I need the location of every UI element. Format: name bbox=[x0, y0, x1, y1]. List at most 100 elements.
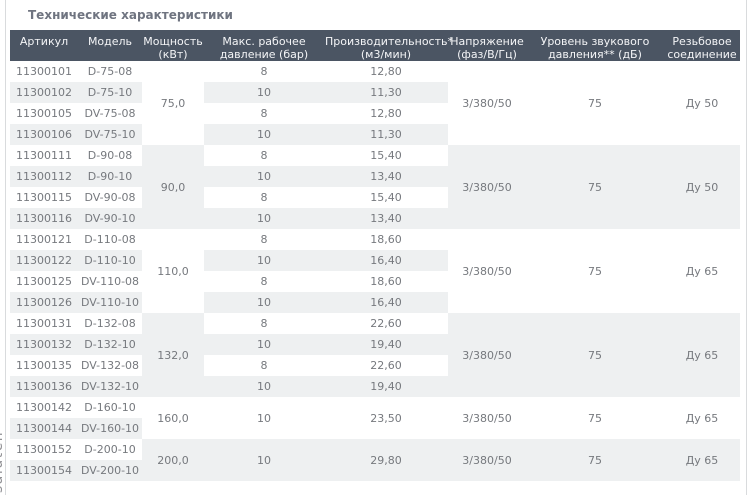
cell-capacity: 15,40 bbox=[324, 145, 448, 166]
cell-model: D-90-08 bbox=[78, 145, 142, 166]
cell-article: 11300112 bbox=[10, 166, 78, 187]
cell-article: 11300102 bbox=[10, 82, 78, 103]
cell-article: 11300125 bbox=[10, 271, 78, 292]
cell-article: 11300111 bbox=[10, 145, 78, 166]
cell-model: D-132-08 bbox=[78, 313, 142, 334]
cell-capacity: 13,40 bbox=[324, 166, 448, 187]
header-row: Артикул Модель Мощность (кВт) Макс. рабо… bbox=[10, 30, 740, 61]
cell-model: D-110-08 bbox=[78, 229, 142, 250]
cell-article: 11300106 bbox=[10, 124, 78, 145]
cell-pressure: 10 bbox=[204, 250, 324, 271]
cell-capacity: 29,80 bbox=[324, 439, 448, 481]
table-row: 11300101 D-75-08 75,0 8 12,80 3/380/50 75 Ду 50 bbox=[10, 61, 740, 145]
cell-voltage: 3/380/50 bbox=[448, 439, 526, 481]
col-header-connection: Резьбовое соединение bbox=[664, 30, 740, 61]
cell-capacity: 18,60 bbox=[324, 271, 448, 292]
cell-model: DV-75-10 bbox=[78, 124, 142, 145]
cell-model: D-75-10 bbox=[78, 82, 142, 103]
cell-capacity: 23,50 bbox=[324, 397, 448, 439]
cell-capacity: 19,40 bbox=[324, 334, 448, 355]
cell-model: D-160-10 bbox=[78, 397, 142, 418]
table-row: 11300135 DV-132-08 8 22,60 bbox=[10, 355, 740, 376]
cell-power: 200,0 bbox=[142, 439, 204, 481]
cell-power: 132,0 bbox=[142, 313, 204, 397]
cell-pressure: 10 bbox=[204, 166, 324, 187]
cell-model: D-132-10 bbox=[78, 334, 142, 355]
cell-capacity: 13,40 bbox=[324, 208, 448, 229]
cell-model: DV-110-08 bbox=[78, 271, 142, 292]
col-header-capacity: Производительность* (м3/мин) bbox=[324, 30, 453, 61]
cell-article: 11300135 bbox=[10, 355, 78, 376]
specs-table: Артикул Модель Мощность (кВт) Макс. рабо… bbox=[10, 30, 740, 481]
cell-pressure: 8 bbox=[204, 145, 324, 166]
cell-connection: Ду 65 bbox=[664, 439, 740, 481]
table-row: 11300132 D-132-10 10 19,40 bbox=[10, 334, 740, 355]
cell-noise: 75 bbox=[526, 229, 664, 313]
cell-connection: Ду 50 bbox=[664, 145, 740, 229]
cell-pressure: 8 bbox=[204, 271, 324, 292]
cell-pressure: 10 bbox=[204, 334, 324, 355]
cell-voltage: 3/380/50 bbox=[448, 397, 526, 439]
cell-pressure: 8 bbox=[204, 103, 324, 124]
cell-capacity: 22,60 bbox=[324, 313, 448, 334]
table-row: 11300105 DV-75-08 8 12,80 bbox=[10, 103, 740, 124]
cell-model: DV-90-08 bbox=[78, 187, 142, 208]
table-row: 11300144 DV-160-10 bbox=[10, 418, 740, 439]
watermark-text: saluteh bbox=[0, 430, 6, 493]
page-title: Технические характеристики bbox=[28, 8, 233, 22]
table-row: 11300125 DV-110-08 8 18,60 bbox=[10, 271, 740, 292]
cell-noise: 75 bbox=[526, 397, 664, 439]
cell-capacity: 22,60 bbox=[324, 355, 448, 376]
cell-power: 90,0 bbox=[142, 145, 204, 229]
cell-connection: Ду 65 bbox=[664, 397, 740, 439]
cell-model: DV-200-10 bbox=[78, 460, 142, 481]
table-row: 11300131 D-132-08 132,0 8 22,60 3/380/50 75 Ду … bbox=[10, 313, 740, 397]
cell-article: 11300131 bbox=[10, 313, 78, 334]
col-header-pressure: Макс. рабочее давление (бар) bbox=[204, 30, 324, 61]
cell-pressure: 10 bbox=[204, 208, 324, 229]
cell-model: D-75-08 bbox=[78, 61, 142, 82]
cell-model: DV-90-10 bbox=[78, 208, 142, 229]
cell-pressure: 10 bbox=[204, 292, 324, 313]
table-row: 11300142 D-160-10 160,0 10 23,50 3/380/50 75 Ду… bbox=[10, 397, 740, 439]
cell-capacity: 12,80 bbox=[324, 103, 448, 124]
cell-voltage: 3/380/50 bbox=[448, 145, 526, 229]
cell-model: DV-160-10 bbox=[78, 418, 142, 439]
cell-capacity: 11,30 bbox=[324, 82, 448, 103]
col-header-article: Артикул bbox=[10, 30, 78, 61]
cell-article: 11300126 bbox=[10, 292, 78, 313]
cell-capacity: 11,30 bbox=[324, 124, 448, 145]
cell-voltage: 3/380/50 bbox=[448, 229, 526, 313]
table-row: 11300111 D-90-08 90,0 8 15,40 3/380/50 75 Ду 50 bbox=[10, 145, 740, 229]
cell-model: D-110-10 bbox=[78, 250, 142, 271]
cell-power: 160,0 bbox=[142, 397, 204, 439]
cell-article: 11300142 bbox=[10, 397, 78, 418]
cell-noise: 75 bbox=[526, 145, 664, 229]
cell-article: 11300122 bbox=[10, 250, 78, 271]
col-header-noise: Уровень звукового давления** (дБ) bbox=[526, 30, 664, 61]
table-row: 11300121 D-110-08 110,0 8 18,60 3/380/50 75 Ду … bbox=[10, 229, 740, 313]
cell-article: 11300152 bbox=[10, 439, 78, 460]
cell-pressure: 10 bbox=[204, 397, 324, 439]
cell-capacity: 12,80 bbox=[324, 61, 448, 82]
cell-power: 110,0 bbox=[142, 229, 204, 313]
cell-article: 11300105 bbox=[10, 103, 78, 124]
table-row: 11300152 D-200-10 200,0 10 29,80 3/380/50 75 Ду… bbox=[10, 439, 740, 481]
cell-noise: 75 bbox=[526, 439, 664, 481]
cell-article: 11300136 bbox=[10, 376, 78, 397]
col-header-power: Мощность (кВт) bbox=[142, 30, 204, 61]
col-header-model: Модель bbox=[78, 30, 142, 61]
cell-capacity: 19,40 bbox=[324, 376, 448, 397]
cell-pressure: 10 bbox=[204, 376, 324, 397]
cell-pressure: 8 bbox=[204, 187, 324, 208]
cell-noise: 75 bbox=[526, 61, 664, 145]
table-row: 11300126 DV-110-10 10 16,40 bbox=[10, 292, 740, 313]
cell-pressure: 10 bbox=[204, 439, 324, 481]
cell-capacity: 16,40 bbox=[324, 292, 448, 313]
cell-article: 11300144 bbox=[10, 418, 78, 439]
spec-table-body: 11300101 D-75-08 75,0 8 12,80 3/380/50 75 Ду 50… bbox=[10, 61, 740, 481]
cell-power: 75,0 bbox=[142, 61, 204, 145]
cell-voltage: 3/380/50 bbox=[448, 61, 526, 145]
cell-article: 11300116 bbox=[10, 208, 78, 229]
cell-capacity: 15,40 bbox=[324, 187, 448, 208]
